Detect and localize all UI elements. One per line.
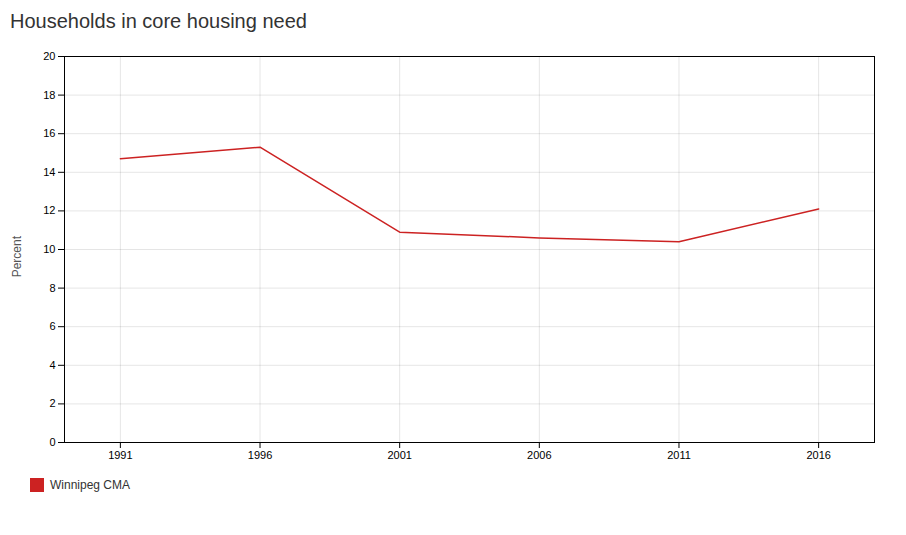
html-text:Households in core housing nee: Households in core housing need (10, 10, 307, 32)
svg-text:2001: 2001 (387, 449, 411, 461)
svg-text:1991: 1991 (108, 449, 132, 461)
svg-text:2016: 2016 (806, 449, 830, 461)
svg-text:6: 6 (49, 320, 55, 332)
svg-text:12: 12 (43, 204, 55, 216)
html-text:Percent: Percent (10, 236, 24, 278)
svg-text:2: 2 (49, 397, 55, 409)
svg-text:16: 16 (43, 127, 55, 139)
svg-text:10: 10 (43, 243, 55, 255)
svg-text:0: 0 (49, 436, 55, 448)
html-text:Winnipeg CMA: Winnipeg CMA (50, 478, 130, 492)
svg-text:18: 18 (43, 89, 55, 101)
svg-text:14: 14 (43, 166, 55, 178)
svg-text:8: 8 (49, 282, 55, 294)
svg-text:2006: 2006 (527, 449, 551, 461)
svg-text:4: 4 (49, 359, 55, 371)
svg-text:1996: 1996 (248, 449, 272, 461)
svg-text:20: 20 (43, 50, 55, 62)
svg-text:2011: 2011 (667, 449, 691, 461)
